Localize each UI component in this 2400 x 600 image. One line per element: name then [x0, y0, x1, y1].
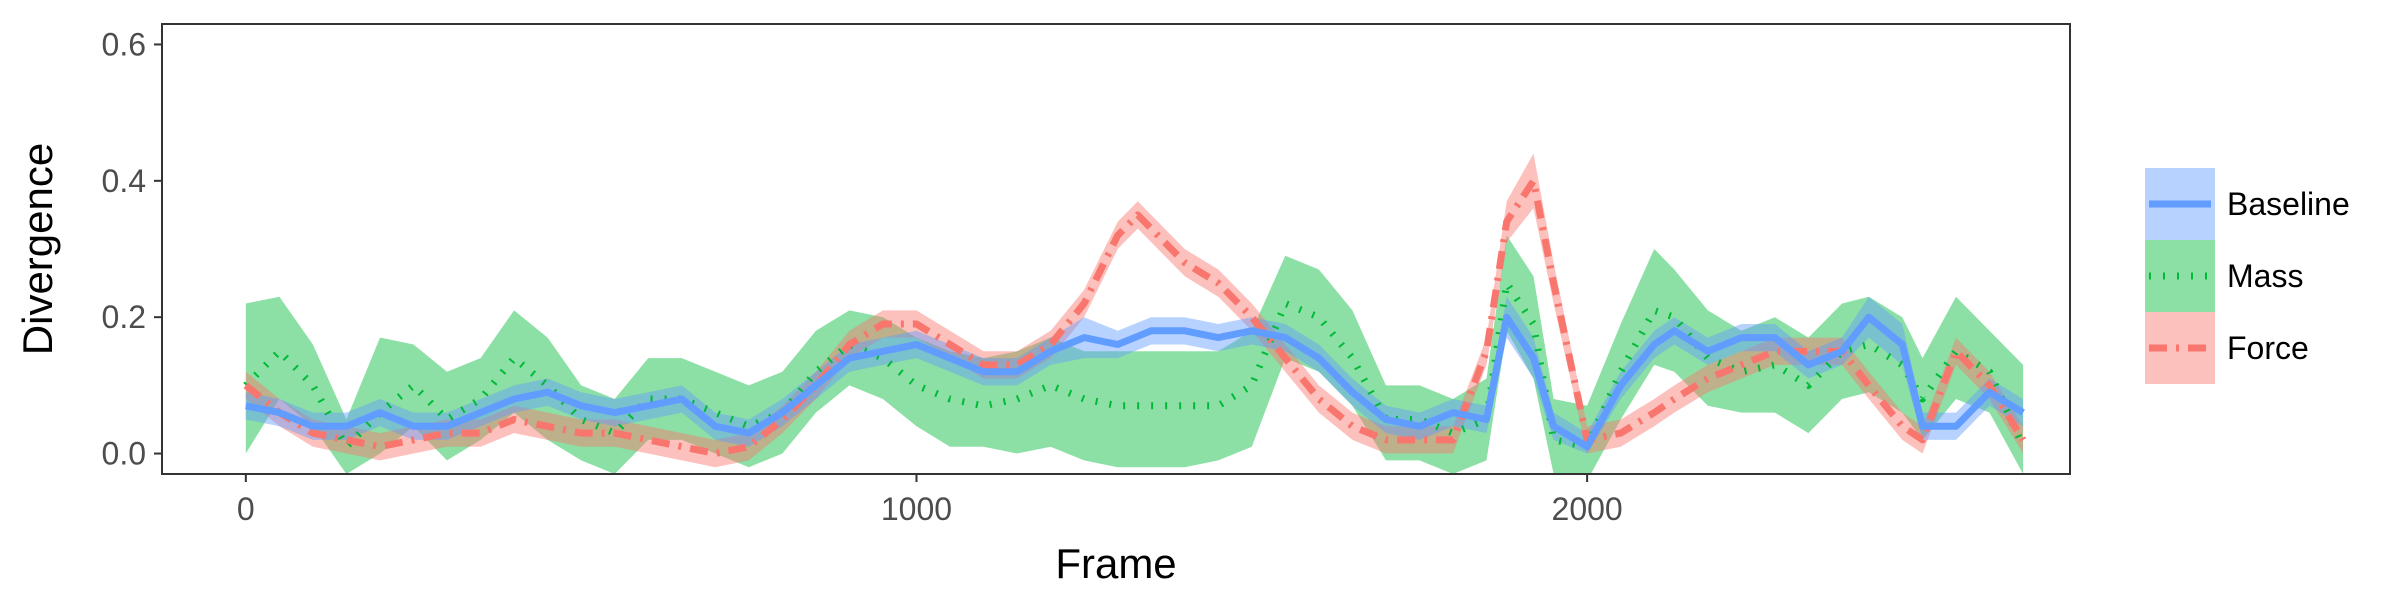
y-tick-label: 0.0 — [102, 436, 146, 472]
legend-label: Force — [2227, 330, 2309, 366]
legend-item-baseline: Baseline — [2145, 168, 2350, 240]
plot-background — [162, 24, 2070, 474]
x-tick-label: 2000 — [1552, 491, 1623, 527]
legend-item-mass: Mass — [2145, 240, 2303, 312]
legend-key-band — [2145, 240, 2215, 312]
legend: Baseline Mass Force — [2145, 168, 2350, 384]
x-tick-label: 0 — [237, 491, 255, 527]
mass-confidence-band — [245, 235, 2024, 474]
x-axis-title: Frame — [1055, 540, 1176, 587]
x-tick-label: 1000 — [881, 491, 952, 527]
y-tick-label: 0.4 — [102, 163, 146, 199]
confidence-bands — [245, 153, 2024, 474]
y-axis: 0.0 0.2 0.4 0.6 — [102, 26, 162, 472]
y-tick-label: 0.6 — [102, 26, 146, 62]
baseline-series-line — [245, 313, 2025, 451]
x-axis: 0 1000 2000 — [237, 474, 1623, 527]
y-axis-title: Divergence — [14, 143, 61, 355]
legend-item-force: Force — [2145, 312, 2309, 384]
force-confidence-band — [245, 153, 2024, 468]
plot-border — [161, 23, 2071, 475]
y-tick-label: 0.2 — [102, 299, 146, 335]
legend-label: Baseline — [2227, 186, 2350, 222]
force-series-line — [243, 177, 2027, 457]
series-lines — [243, 177, 2027, 457]
baseline-confidence-band — [245, 296, 2024, 454]
legend-label: Mass — [2227, 258, 2303, 294]
